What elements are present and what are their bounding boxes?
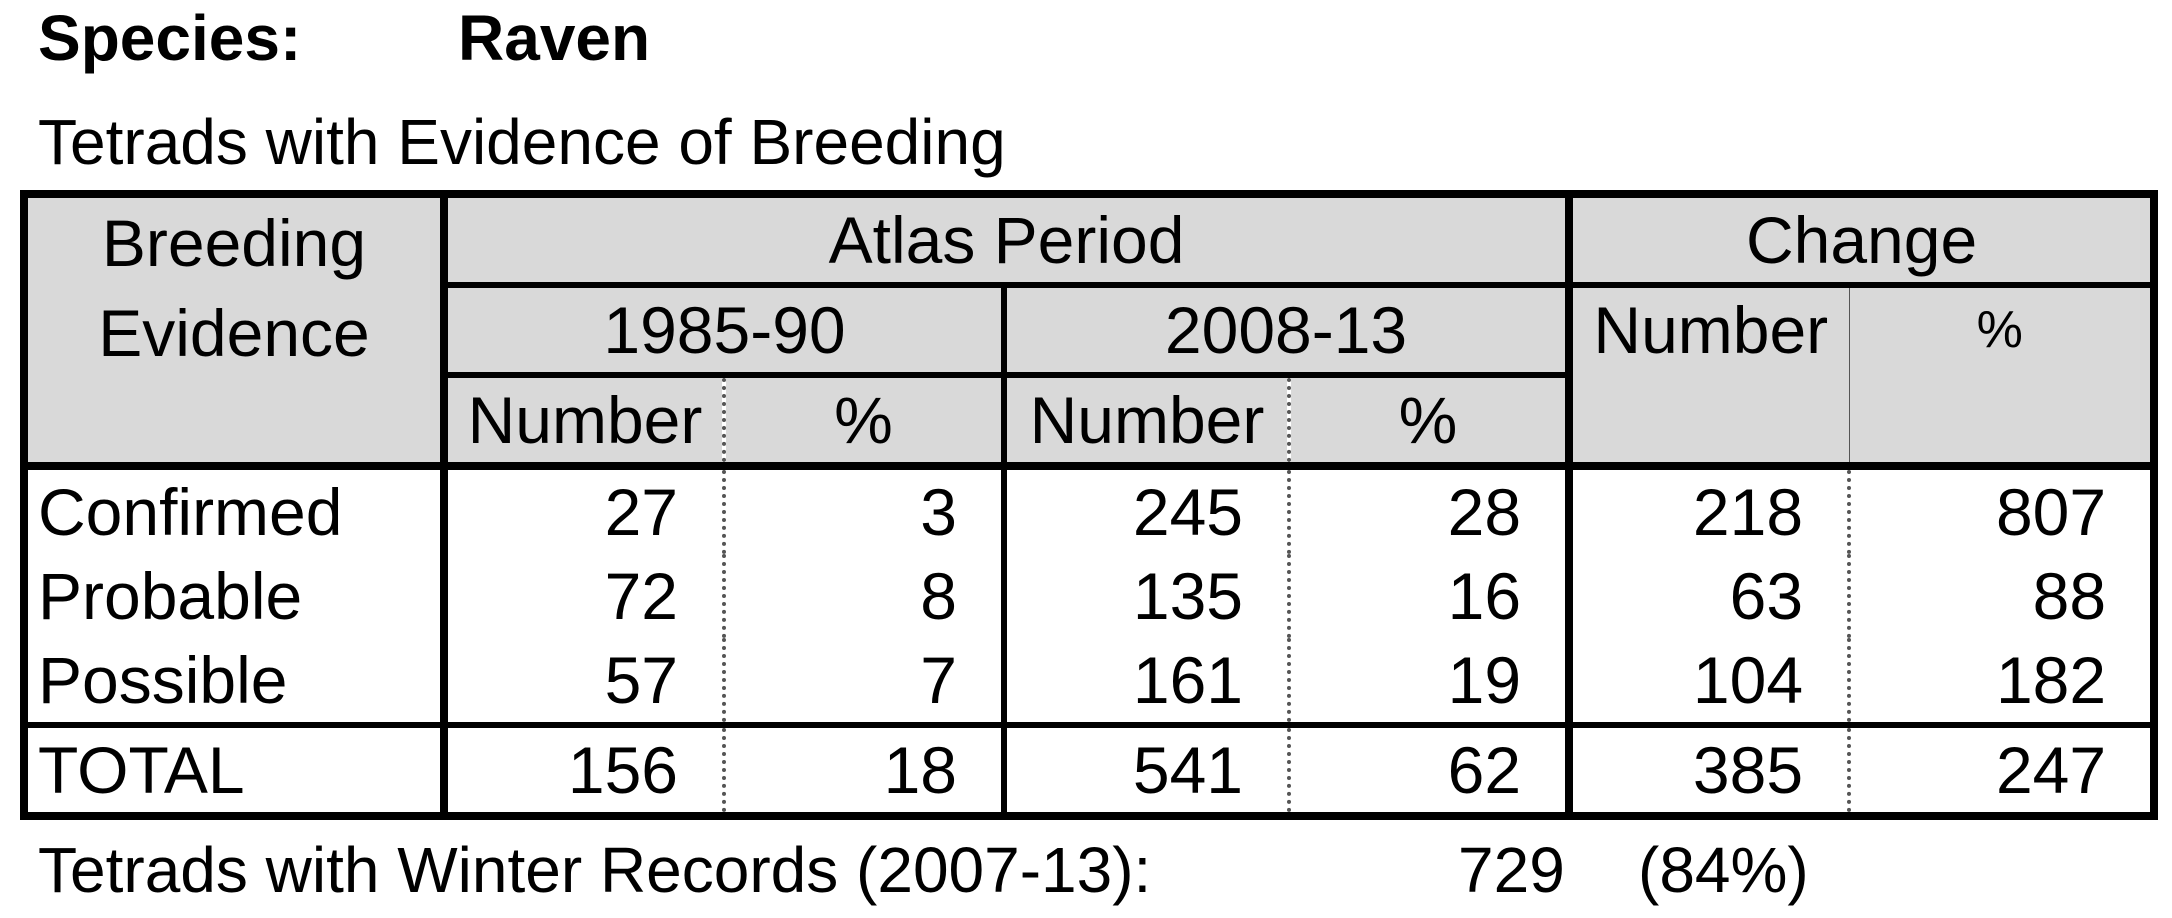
row-label: Possible xyxy=(24,638,448,725)
species-value: Raven xyxy=(458,2,651,74)
total-p2-percent: 62 xyxy=(1289,725,1574,816)
p2-percent-cell: 16 xyxy=(1289,554,1574,638)
winter-records-percent: (84%) xyxy=(1638,834,1809,906)
period-1985-90-header: 1985-90 xyxy=(444,285,1007,378)
row-label: Confirmed xyxy=(24,466,448,554)
winter-records-label: Tetrads with Winter Records (2007-13): xyxy=(38,834,1152,906)
total-label: TOTAL xyxy=(24,725,448,816)
breeding-evidence-table: Breeding Evidence Atlas Period Change 19… xyxy=(20,190,2159,820)
p2-number-cell: 135 xyxy=(1004,554,1291,638)
breeding-header-line1: Breeding xyxy=(101,206,367,280)
total-row: TOTAL 156 18 541 62 385 247 xyxy=(24,725,2155,816)
p1-percent-header: % xyxy=(724,375,1007,466)
change-number-header: Number xyxy=(1569,285,1850,466)
total-p2-number: 541 xyxy=(1004,725,1291,816)
winter-records-value: 729 xyxy=(1458,834,1565,906)
change-percent-cell: 182 xyxy=(1995,643,2107,717)
table-row: Possible 57 7 161 19 104 182 xyxy=(24,638,2154,725)
change-number-cell: 218 xyxy=(1569,466,1852,554)
p2-percent-cell: 28 xyxy=(1289,466,1574,554)
atlas-period-header: Atlas Period xyxy=(444,194,1574,288)
p2-number-cell: 245 xyxy=(1004,466,1291,554)
breeding-evidence-header: Breeding Evidence xyxy=(24,194,448,466)
header-row-1: Breeding Evidence Atlas Period Change xyxy=(24,194,2155,466)
change-header: Change xyxy=(1569,194,2155,288)
p1-percent-cell: 7 xyxy=(724,638,1007,725)
p2-number-header: Number xyxy=(1004,375,1291,466)
p2-percent-header: % xyxy=(1289,375,1574,466)
species-label: Species: xyxy=(38,2,302,74)
change-number-cell: 63 xyxy=(1569,554,1852,638)
period-2008-13-header: 2008-13 xyxy=(1004,285,1574,378)
p2-number-cell: 161 xyxy=(1004,638,1291,725)
change-number-cell: 104 xyxy=(1569,638,1852,725)
change-number-label: Number xyxy=(1593,293,1829,367)
breeding-header-line2: Evidence xyxy=(98,296,370,370)
total-p1-number: 156 xyxy=(444,725,726,816)
table-row: Confirmed 27 3 245 28 218 807 xyxy=(24,466,2155,554)
change-percent-label: % xyxy=(1976,301,2023,359)
table-row: Probable 72 8 135 16 63 88 xyxy=(24,554,2154,638)
p1-percent-cell: 8 xyxy=(724,554,1007,638)
total-change-number: 385 xyxy=(1569,725,1852,816)
species-heading: Species: Raven xyxy=(38,2,650,74)
table-subtitle: Tetrads with Evidence of Breeding xyxy=(38,106,1006,178)
p1-number-cell: 72 xyxy=(444,554,726,638)
p1-number-cell: 27 xyxy=(444,466,726,554)
p1-number-header: Number xyxy=(444,375,726,466)
p1-percent-cell: 3 xyxy=(724,466,1007,554)
change-percent-cell: 88 xyxy=(2032,559,2107,633)
change-percent-cell: 807 xyxy=(1995,475,2107,549)
row-label: Probable xyxy=(24,554,448,638)
total-p1-percent: 18 xyxy=(724,725,1007,816)
header-row-3: Number % Number % xyxy=(24,375,2154,466)
p1-number-cell: 57 xyxy=(444,638,726,725)
p2-percent-cell: 19 xyxy=(1289,638,1574,725)
total-change-percent: 247 xyxy=(1995,733,2107,807)
header-row-2: 1985-90 2008-13 Number % xyxy=(24,285,2155,466)
winter-records-line: Tetrads with Winter Records (2007-13): 7… xyxy=(38,830,1809,910)
change-percent-header: % xyxy=(1849,285,2155,466)
